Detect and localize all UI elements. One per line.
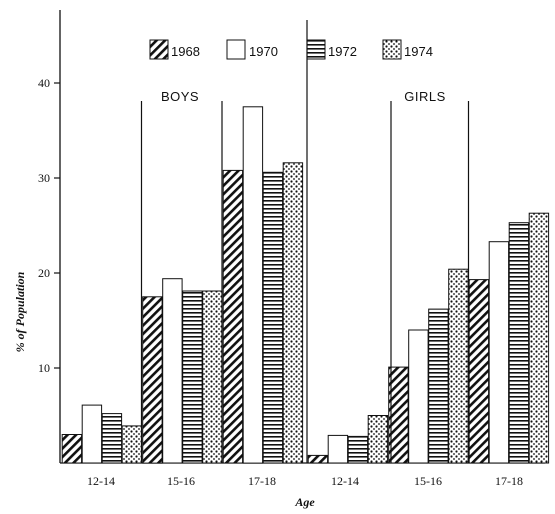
group-label-boys: BOYS [161,89,199,104]
bar-girls-12-14-1974 [367,415,389,464]
category-label-boys-15-16: 15-16 [167,474,195,488]
bar-boys-17-18-1974 [282,162,304,464]
legend-label-1974: 1974 [404,44,433,59]
y-tick-label: 30 [38,171,50,185]
bar-boys-12-14-1972 [101,413,123,464]
bar-girls-12-14-1968 [307,454,329,464]
category-label-girls-17-18: 17-18 [495,474,523,488]
legend-label-1972: 1972 [328,44,357,59]
bar-boys-15-16-1968 [142,296,163,464]
legend-swatch-1968 [149,39,169,60]
bar-girls-15-16-1972 [428,308,449,464]
bar-boys-12-14-1968 [61,434,83,464]
legend-swatch-1972 [306,39,326,60]
bar-girls-15-16-1974 [448,268,469,464]
bar-girls-15-16-1970 [408,329,429,464]
legend-swatch-1974 [382,39,402,60]
bar-boys-17-18-1970 [242,106,264,464]
bar-girls-12-14-1970 [327,434,349,464]
y-tick-label: 20 [38,266,50,280]
legend-label-1970: 1970 [249,44,278,59]
category-label-girls-12-14: 12-14 [331,474,359,488]
bar-boys-15-16-1970 [162,278,183,464]
y-axis-title: % of Population [13,271,27,352]
bar-boys-17-18-1972 [262,171,284,464]
bar-boys-17-18-1968 [222,169,244,464]
legend-label-1968: 1968 [171,44,200,59]
x-axis-title: Age [294,495,315,509]
bar-girls-17-18-1974 [528,212,550,464]
bar-boys-12-14-1970 [81,404,103,464]
category-label-boys-17-18: 17-18 [248,474,276,488]
group-label-girls: GIRLS [404,89,446,104]
bar-girls-17-18-1972 [508,222,530,464]
bar-girls-17-18-1970 [488,241,510,464]
legend-swatch-1970 [226,39,246,60]
bar-boys-15-16-1974 [202,290,223,464]
y-tick-label: 10 [38,361,50,375]
bar-boys-12-14-1974 [121,425,143,464]
bar-boys-15-16-1972 [182,290,203,464]
y-tick-label: 40 [38,76,50,90]
bar-girls-12-14-1972 [347,435,369,464]
bar-girls-17-18-1968 [468,279,490,464]
category-label-boys-12-14: 12-14 [87,474,115,488]
bar-girls-15-16-1968 [388,366,409,464]
category-label-girls-15-16: 15-16 [414,474,442,488]
legend: 1968 1970 1972 1974 [149,39,433,60]
